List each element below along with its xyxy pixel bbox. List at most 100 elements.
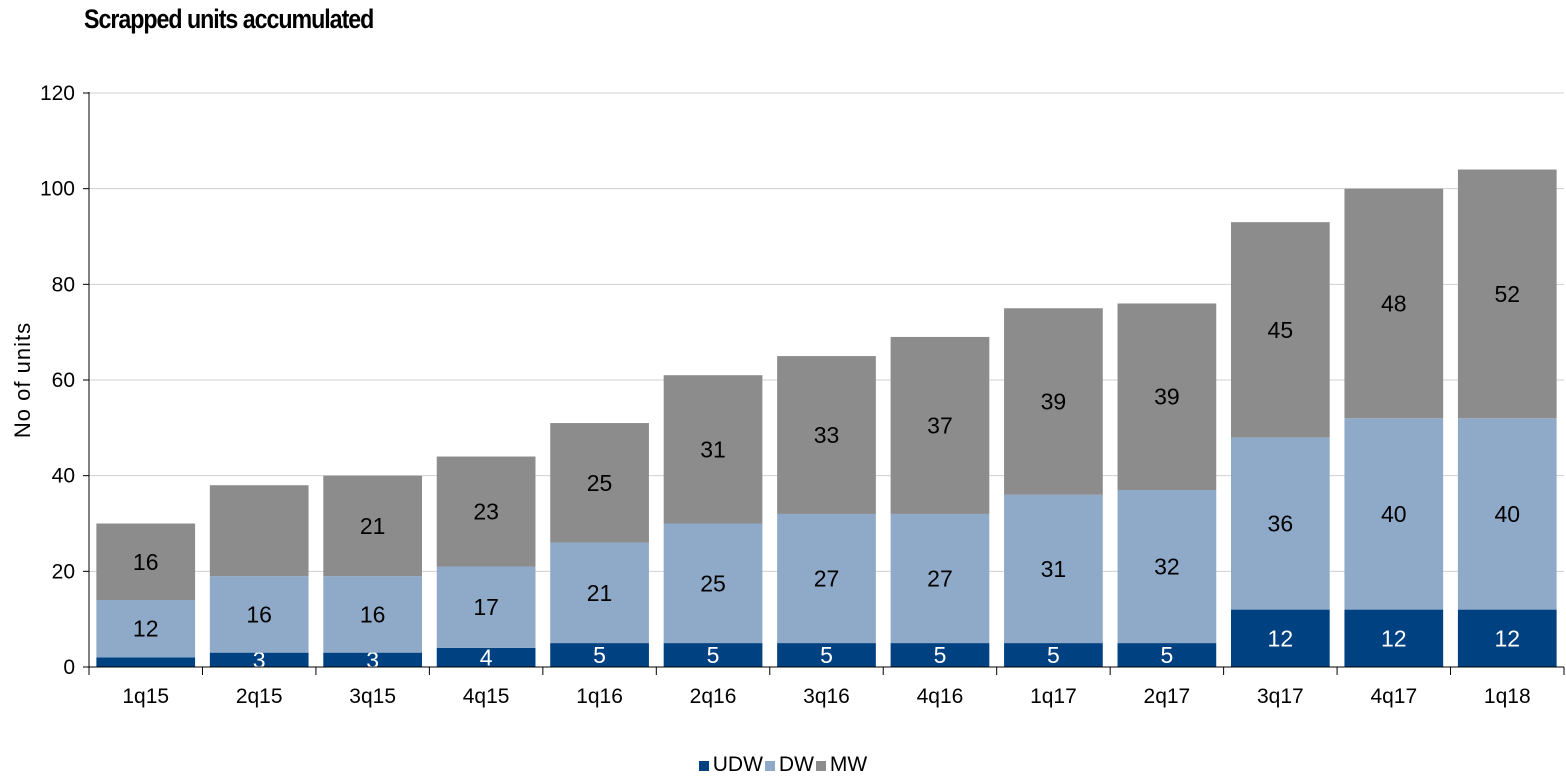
x-tick-label: 4q16	[917, 685, 964, 708]
data-label: 21	[360, 513, 386, 539]
bar-segment-mw	[1344, 188, 1444, 419]
bar-segment-dw	[550, 542, 649, 644]
bar-segment-mw	[96, 523, 196, 601]
bar-segment-mw	[323, 475, 423, 577]
y-tick-label: 0	[63, 656, 75, 679]
x-tick-label: 2q16	[690, 685, 737, 708]
bar-segment-mw	[1004, 308, 1103, 495]
bar-segment-mw	[209, 485, 309, 577]
bar-segment-dw	[209, 576, 309, 653]
x-tick-label: 3q16	[803, 685, 850, 708]
x-tick-label: 1q15	[122, 685, 169, 708]
bars: 1216316316214172352125525315273352737531…	[96, 169, 1557, 673]
data-label: 12	[1268, 625, 1294, 651]
bar-segment-dw	[663, 523, 763, 644]
stacked-bar-chart: 1216316316214172352125525315273352737531…	[10, 82, 1565, 708]
bar-segment-dw	[1230, 437, 1330, 610]
y-tick-label: 100	[40, 178, 75, 201]
bar-segment-udw	[96, 657, 196, 667]
data-label: 52	[1494, 281, 1520, 307]
bar-segment-udw	[1344, 609, 1444, 667]
y-tick-label: 60	[52, 369, 75, 392]
data-label: 4	[480, 644, 493, 670]
x-tick-label: 2q17	[1144, 685, 1191, 708]
data-label: 12	[1381, 625, 1407, 651]
legend-item-dw: DW	[764, 753, 814, 777]
bar-segment-dw	[436, 566, 536, 648]
bar-segment-udw	[323, 652, 423, 667]
data-label: 25	[587, 470, 613, 496]
bar-segment-udw	[550, 643, 649, 667]
data-label: 39	[1154, 384, 1180, 410]
data-label: 5	[707, 642, 720, 668]
legend-swatch	[698, 761, 709, 771]
x-tick-label: 3q15	[349, 685, 396, 708]
data-label: 39	[1041, 389, 1067, 415]
x-tick-label: 2q15	[236, 685, 283, 708]
data-label: 31	[700, 436, 726, 462]
bar-segment-dw	[777, 513, 876, 644]
bar-segment-dw	[1117, 490, 1217, 644]
y-tick-label: 20	[52, 560, 75, 583]
bar-segment-mw	[1117, 303, 1217, 491]
x-tick-label: 3q17	[1257, 685, 1304, 708]
bar-segment-udw	[1117, 643, 1217, 667]
data-label: 25	[700, 570, 726, 596]
bar-segment-mw	[550, 423, 649, 543]
bar-segment-udw	[1230, 609, 1330, 667]
legend-label: DW	[778, 753, 814, 776]
y-tick-label: 80	[52, 273, 75, 296]
bar-segment-udw	[1004, 643, 1103, 667]
bar-segment-dw	[96, 600, 196, 658]
data-label: 3	[253, 647, 266, 673]
data-label: 3	[366, 647, 379, 673]
x-tick-label: 4q15	[463, 685, 510, 708]
bar-segment-udw	[663, 643, 763, 667]
bar-segment-udw	[209, 652, 309, 667]
legend-item-udw: UDW	[698, 753, 763, 777]
data-label: 27	[814, 566, 840, 592]
bar-segment-mw	[777, 356, 876, 514]
data-label: 27	[927, 566, 953, 592]
legend-label: UDW	[712, 753, 763, 776]
data-label: 36	[1268, 511, 1294, 537]
data-label: 5	[1047, 642, 1060, 668]
data-label: 23	[473, 499, 499, 525]
data-label: 48	[1381, 290, 1407, 316]
legend-swatch	[764, 761, 775, 771]
bar-segment-dw	[1457, 418, 1557, 610]
data-label: 16	[133, 549, 159, 575]
data-label: 17	[473, 594, 499, 620]
data-label: 21	[587, 580, 613, 606]
x-tick-label: 1q16	[576, 685, 623, 708]
x-tick-label: 1q17	[1030, 685, 1077, 708]
bar-segment-udw	[890, 643, 990, 667]
y-axis-title: No of units	[10, 322, 35, 438]
data-label: 12	[133, 616, 159, 642]
bar-segment-mw	[1457, 169, 1557, 419]
legend: UDW DW MW	[0, 753, 1566, 777]
bar-segment-udw	[436, 647, 536, 667]
data-label: 16	[360, 601, 386, 627]
data-label: 40	[1381, 501, 1407, 527]
data-label: 32	[1154, 554, 1180, 580]
legend-item-mw: MW	[815, 753, 868, 777]
legend-label: MW	[829, 753, 868, 776]
y-tick-label: 120	[40, 82, 75, 105]
bar-segment-udw	[777, 643, 876, 667]
x-tick-label: 1q18	[1484, 685, 1531, 708]
bar-segment-dw	[1004, 494, 1103, 644]
chart-title: Scrapped units accumulated	[84, 4, 374, 34]
x-tick-label: 4q17	[1370, 685, 1417, 708]
bar-segment-mw	[436, 456, 536, 567]
data-label: 40	[1494, 501, 1520, 527]
data-label: 31	[1041, 556, 1067, 582]
data-label: 5	[593, 642, 606, 668]
bar-segment-dw	[323, 576, 423, 653]
data-label: 5	[1160, 642, 1173, 668]
y-tick-label: 40	[52, 465, 75, 488]
bar-segment-udw	[1457, 609, 1557, 667]
bar-segment-dw	[890, 513, 990, 644]
data-label: 12	[1494, 625, 1520, 651]
data-label: 37	[927, 412, 953, 438]
